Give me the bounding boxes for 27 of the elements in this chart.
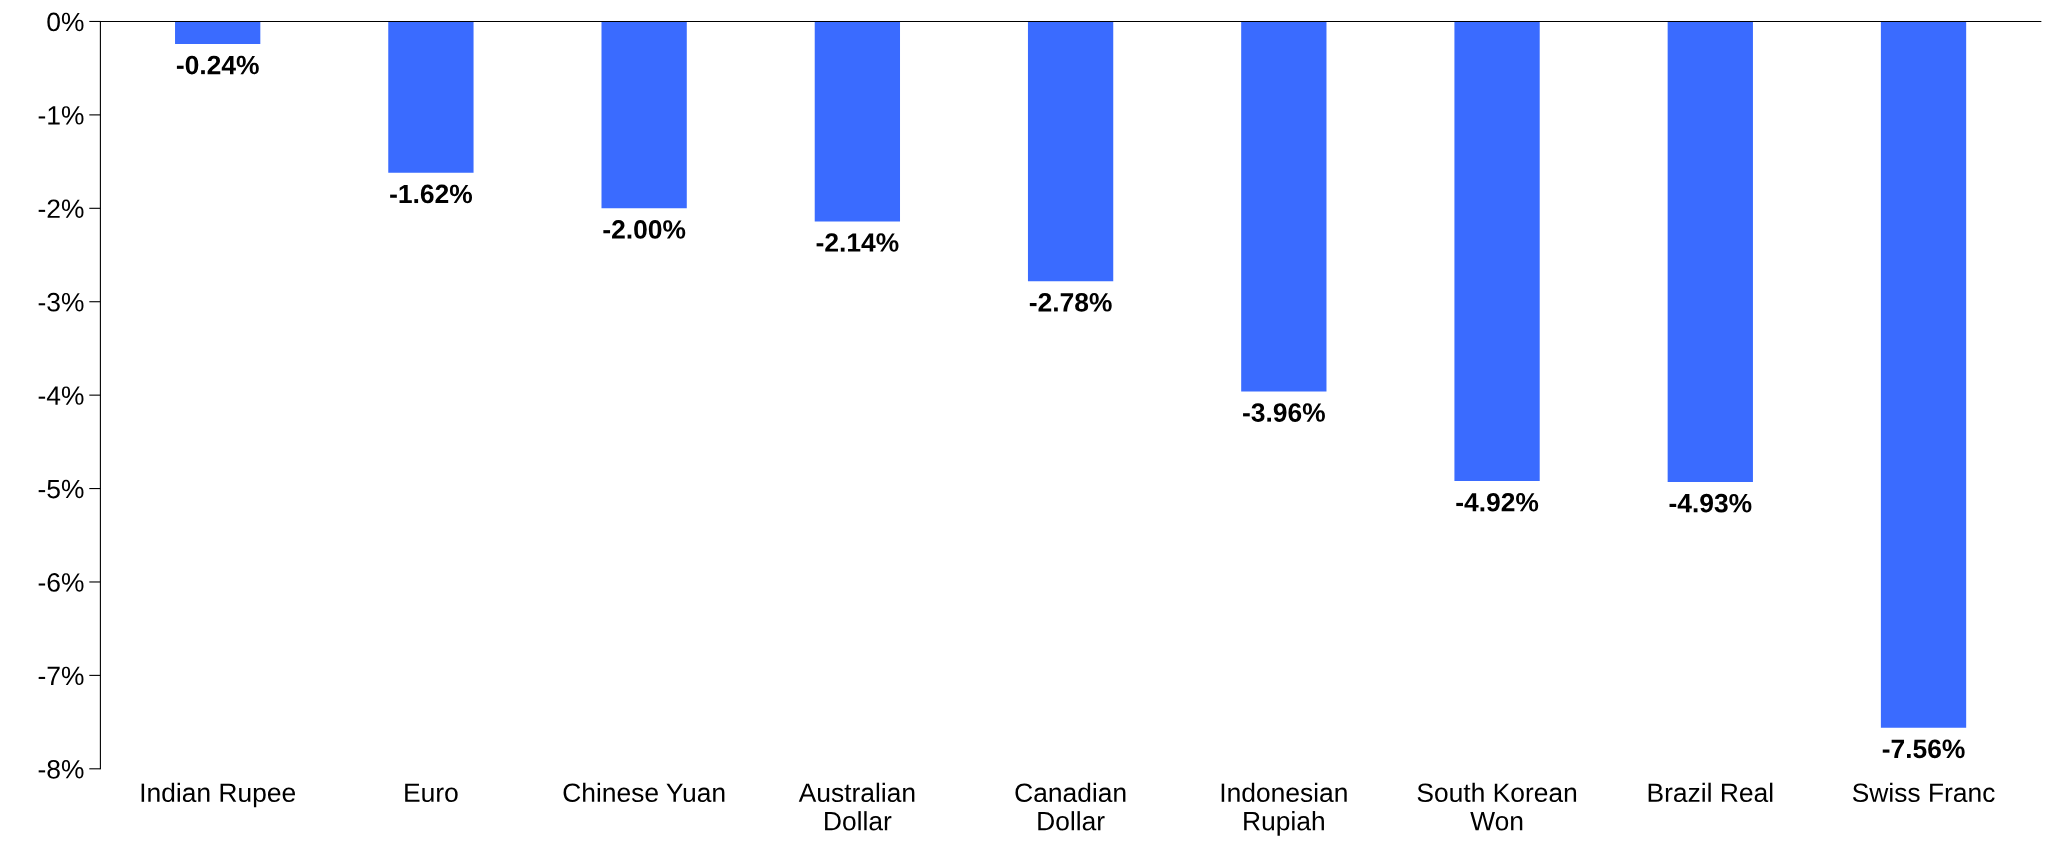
data-label: -2.78% (1029, 292, 1112, 312)
y-tick-label: 0% (47, 12, 84, 32)
x-tick-label: Swiss Franc (1852, 782, 1995, 803)
y-tick-label: -6% (38, 573, 84, 592)
x-tick-label: Indian Rupee (141, 782, 296, 808)
data-label: -0.24% (176, 55, 259, 75)
x-tick-label: Canadian Dollar (1015, 782, 1126, 831)
y-tick-label: -7% (38, 666, 84, 686)
data-label: -3.96% (1243, 403, 1325, 422)
y-tick-label: -5% (38, 479, 84, 499)
data-label: -2.00% (603, 220, 686, 239)
data-label: -4.93% (1669, 493, 1752, 513)
data-label: -2.14% (816, 233, 899, 252)
data-label: -4.92% (1456, 492, 1539, 512)
x-tick-label: Australian Dollar (798, 782, 915, 831)
x-tick-label: Euro (405, 783, 458, 803)
x-tick-label: Brazil Real (1648, 782, 1773, 803)
data-label: -1.62% (390, 184, 473, 204)
y-tick-label: -2% (38, 199, 84, 219)
y-tick-label: -4% (38, 386, 84, 405)
x-tick-label: Chinese Yuan (563, 782, 725, 803)
x-tick-label: South Korean Won (1417, 782, 1577, 831)
y-tick-label: -1% (38, 106, 84, 125)
x-tick-label: Indonesian Rupiah (1221, 782, 1347, 836)
y-tick-label: -8% (38, 759, 84, 779)
y-tick-label: -3% (38, 292, 84, 312)
data-label: -7.56% (1882, 739, 1965, 759)
